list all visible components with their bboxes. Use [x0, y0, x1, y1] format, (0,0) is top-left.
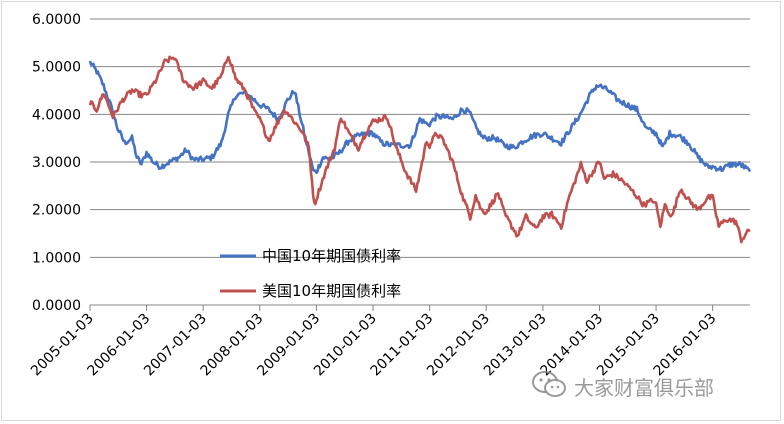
y-tick-label: 4.0000: [32, 107, 81, 123]
legend-label: 中国10年期国债利率: [262, 247, 401, 265]
y-tick-label: 2.0000: [32, 203, 81, 219]
y-tick-label: 3.0000: [32, 155, 81, 171]
wechat-icon: [532, 371, 566, 397]
watermark-text: 大家财富俱乐部: [574, 376, 714, 400]
y-tick-label: 5.0000: [32, 60, 81, 76]
legend-label: 美国10年期国债利率: [262, 282, 401, 300]
y-tick-label: 0.0000: [32, 298, 81, 314]
y-tick-label: 6.0000: [32, 12, 81, 28]
series-layer: [88, 55, 752, 244]
gridlines: [90, 18, 750, 258]
y-axis-ticks: 0.0000 1.0000 2.0000 3.0000 4.0000 5.0000 6.00…: [32, 12, 81, 314]
series-line-2: [88, 55, 751, 244]
watermark: 大家财富俱乐部: [530, 368, 770, 402]
series-line-1: [88, 60, 752, 175]
y-tick-label: 1.0000: [32, 250, 81, 266]
